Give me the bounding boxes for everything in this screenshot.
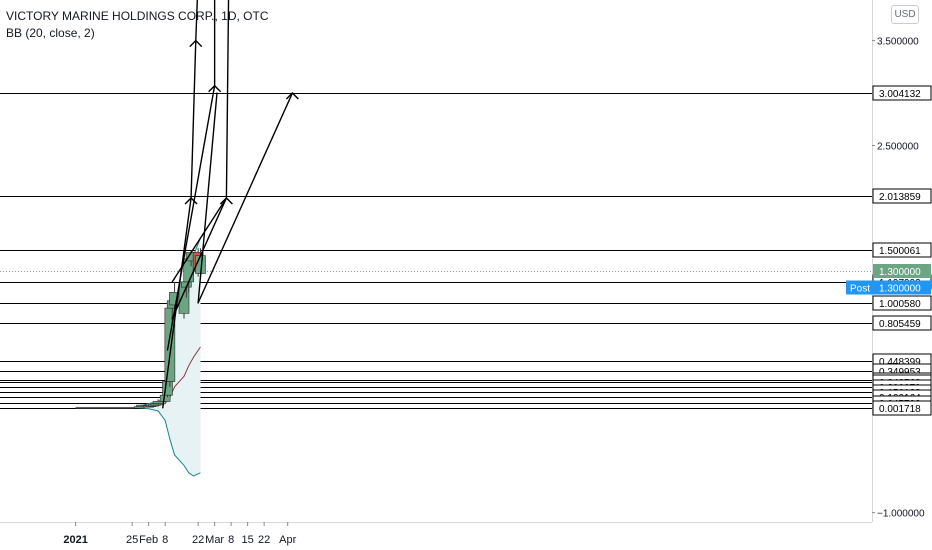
level-label-text: 1.500061 (879, 246, 921, 257)
chart-legend: VICTORY MARINE HOLDINGS CORP., 1D, OTC B… (6, 8, 269, 42)
candle-body (162, 381, 173, 396)
level-label-text: 3.004132 (879, 89, 921, 100)
symbol-title: VICTORY MARINE HOLDINGS CORP., 1D, OTC (6, 9, 269, 23)
price-tick-label: −1.000000 (877, 509, 925, 520)
trend-line (166, 85, 216, 351)
time-tick-label: Feb (139, 534, 158, 546)
time-tick-label: 22 (192, 534, 204, 546)
candle-body (152, 401, 164, 404)
indicator-label: BB (20, close, 2) (6, 26, 95, 40)
level-label-text: 2.013859 (879, 192, 921, 203)
arrowhead (219, 196, 233, 205)
currency-button[interactable]: USD (891, 5, 919, 24)
level-price-label: 2.013859 (872, 188, 932, 204)
post-box (846, 280, 931, 295)
price-tick-label: 3.500000 (877, 37, 919, 48)
level-label-text: 1.000580 (879, 299, 921, 310)
trend-line (171, 197, 228, 320)
arrowhead (184, 196, 198, 205)
post-price-label: Post 1.300000 (846, 280, 931, 295)
level-label-text: 0.001718 (879, 404, 921, 415)
trend-line (195, 0, 199, 42)
last-price-text: 1.300000 (879, 267, 921, 278)
candle-body (159, 394, 171, 402)
trend-line (171, 197, 228, 283)
level-price-label: 1.500061 (872, 242, 932, 258)
level-label-text: 0.805459 (879, 319, 921, 330)
post-label-text: Post (850, 284, 870, 295)
time-tick-label: 25 (126, 534, 138, 546)
trend-line (162, 197, 192, 409)
last-price-label: 1.300000 (873, 264, 931, 278)
level-label-box (872, 315, 932, 331)
bb-fill (75, 237, 201, 476)
level-label-box (872, 295, 932, 311)
level-price-label: 0.001718 (872, 400, 932, 416)
level-label-box (872, 242, 932, 258)
arrowhead (285, 92, 299, 100)
time-tick-label: 8 (162, 534, 168, 546)
trend-line (190, 39, 197, 199)
level-label-box (872, 188, 932, 204)
post-price-text: 1.300000 (879, 284, 921, 295)
trend-line (197, 92, 218, 304)
time-tick-label: Apr (279, 534, 296, 546)
time-tick-label: Mar (205, 534, 224, 546)
time-tick-label: 22 (258, 534, 270, 546)
arrowhead (208, 84, 222, 93)
level-label-box (872, 85, 932, 101)
level-price-label: 0.805459 (872, 315, 932, 331)
trend-line (225, 0, 230, 199)
level-price-label: 1.000580 (872, 295, 932, 311)
time-tick-label: 2021 (63, 534, 87, 546)
arrowhead (189, 39, 203, 48)
time-tick-label: 8 (228, 534, 234, 546)
time-tick-label: 15 (241, 534, 253, 546)
trend-line (197, 92, 294, 304)
level-price-label: 3.004132 (872, 85, 932, 101)
last-price-box (873, 264, 931, 278)
level-label-box (872, 400, 932, 416)
level-label-text: 0.448399 (879, 357, 921, 368)
price-tick-label: 2.500000 (877, 142, 919, 153)
